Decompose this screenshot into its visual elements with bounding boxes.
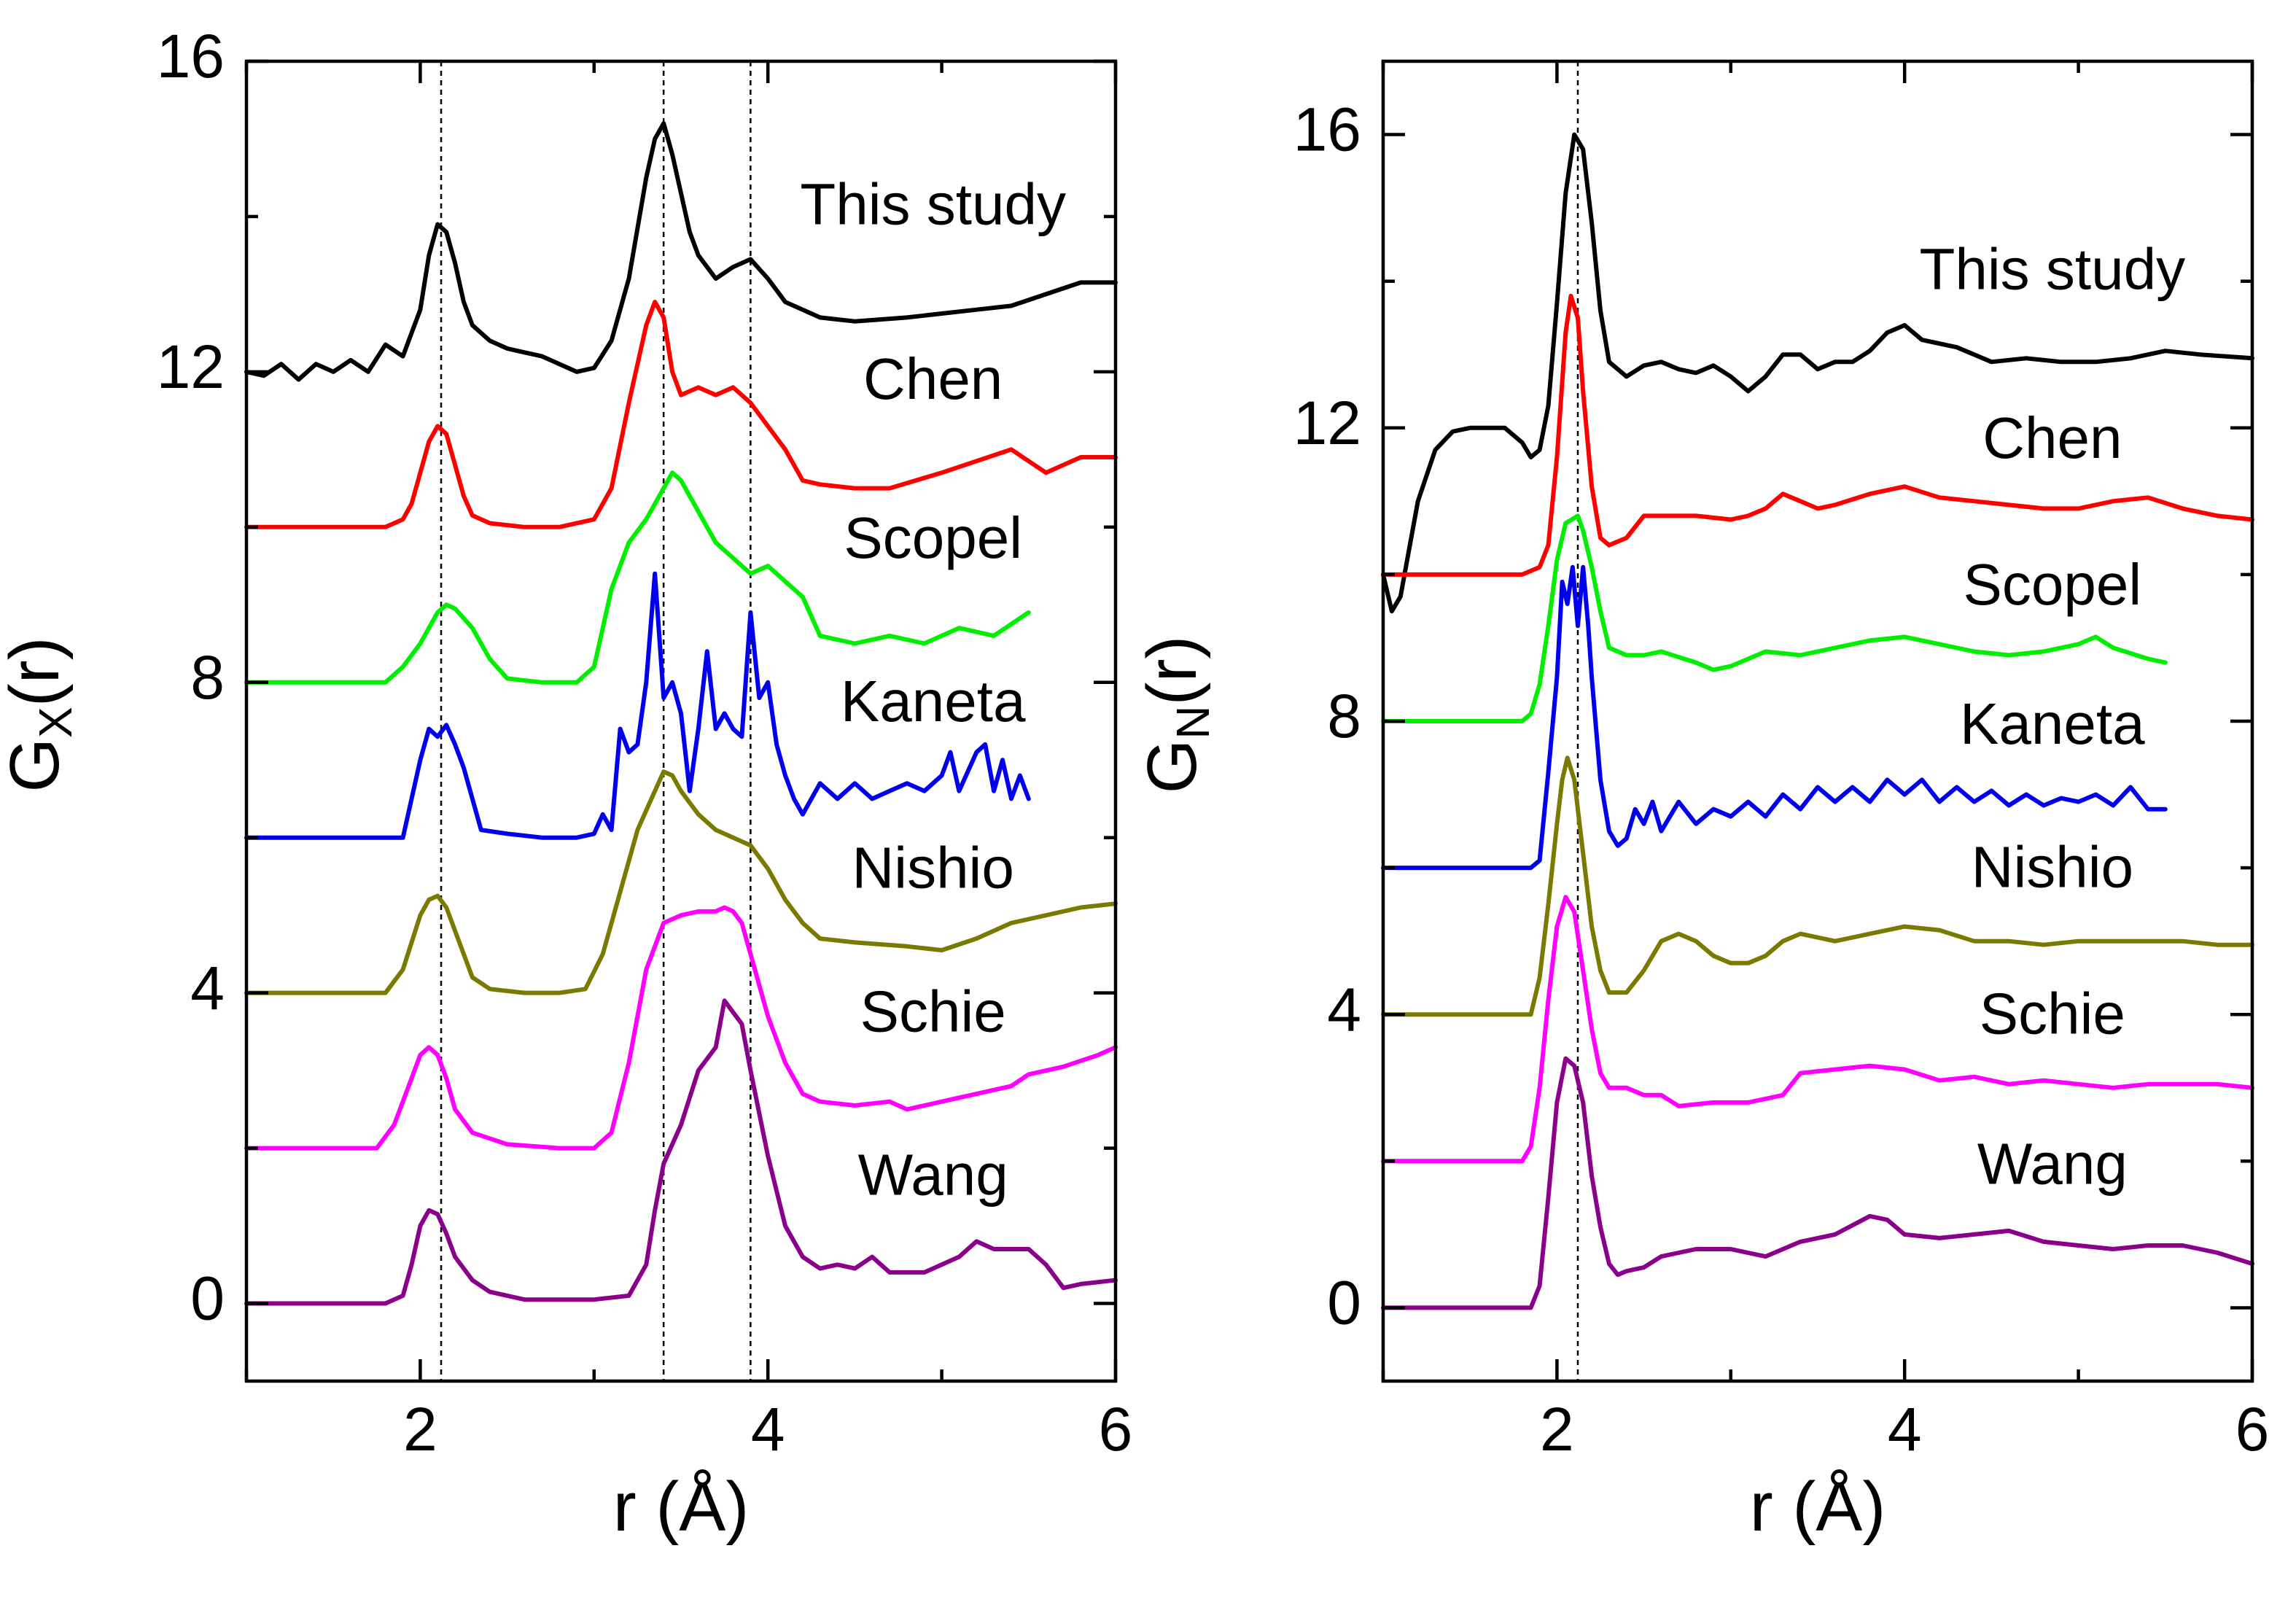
series-line-wang [244,998,1118,1306]
series-label-wang: Wang [1977,1132,2128,1197]
y-tick-label: 16 [1293,96,1361,164]
y-tick-label: 0 [190,1264,225,1333]
series-label-scopel: Scopel [1964,552,2142,617]
panel-neutron: This study Chen Scopel Kaneta Nishio Schie Wan… [1133,59,2270,1546]
series-label-kaneta: Kaneta [1960,691,2145,756]
series-label-chen: Chen [863,346,1003,411]
series-line-nishio [1381,755,2254,1017]
y-tick-label: 16 [157,22,225,90]
x-axis-title: r (Å) [613,1468,750,1546]
x-tick-label: 2 [1540,1395,1574,1463]
series-label-nishio: Nishio [852,836,1014,901]
y-axis-title-subscript: N [1167,706,1219,739]
series-line-scopel [1381,513,2168,723]
series-label-schie: Schie [1980,981,2125,1046]
y-axis-title: GX(r) [0,637,82,792]
series-label-kaneta: Kaneta [841,669,1026,734]
series-label-scopel: Scopel [844,505,1022,570]
x-tick-label: 4 [1888,1395,1922,1463]
y-axis-title-subscript: X [29,707,82,738]
series-line-kaneta [244,571,1031,840]
y-axis-title-tail: (r) [1133,636,1211,706]
y-axis-title-main: G [0,738,74,793]
series-label-nishio: Nishio [1972,834,2133,899]
x-tick-label: 6 [2235,1395,2270,1463]
x-tick-label: 2 [403,1395,437,1463]
y-tick-label: 12 [157,333,225,401]
plot-frame [244,59,1118,1383]
y-tick-label: 12 [1293,389,1361,457]
series-label-this-study: This study [800,171,1066,236]
x-tick-label: 4 [751,1395,785,1463]
x-axis-title: r (Å) [1750,1468,1886,1546]
y-tick-label: 0 [1327,1269,1361,1337]
series-line-this-study [1381,132,2254,614]
series-line-chen [244,300,1118,529]
series-label-wang: Wang [858,1142,1008,1207]
series-line-wang [1381,1056,2254,1310]
series-label-chen: Chen [1982,405,2122,470]
panel-x-ray: This study Chen Scopel Kaneta Nishio Schie Wan… [0,22,1132,1546]
y-tick-label: 8 [190,643,225,712]
x-tick-label: 6 [1099,1395,1133,1463]
series-line-schie [244,905,1118,1151]
y-tick-label: 4 [190,954,225,1022]
series-label-schie: Schie [860,979,1006,1044]
series-line-this-study [244,121,1118,382]
y-axis-title-tail: (r) [0,637,74,707]
series-line-scopel [244,470,1031,685]
y-axis-title: GN(r) [1133,636,1219,794]
y-tick-label: 8 [1327,682,1361,750]
y-axis-title-main: G [1133,739,1211,794]
series-label-this-study: This study [1920,237,2186,302]
series-line-kaneta [1381,564,2168,871]
series-line-chen [1381,293,2254,577]
y-tick-label: 4 [1327,975,1361,1043]
series-line-nishio [244,769,1118,995]
series-line-schie [1381,895,2254,1164]
